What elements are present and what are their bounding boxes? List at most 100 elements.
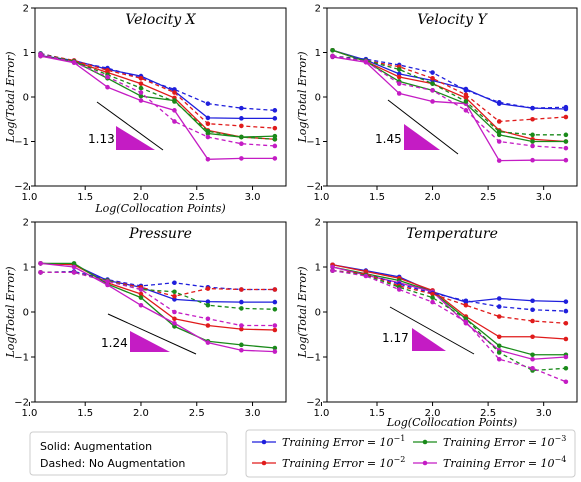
slope-label: 1.17	[382, 331, 409, 345]
legend-swatch-marker	[422, 439, 428, 445]
data-point	[496, 356, 502, 362]
legend-exponent: −3	[555, 434, 567, 443]
x-tick-label: 1.5	[77, 408, 93, 419]
y-tick-label: 0	[315, 93, 321, 104]
data-point	[563, 114, 569, 120]
data-point	[272, 125, 278, 131]
data-point	[272, 349, 278, 354]
data-point	[563, 104, 569, 110]
series-line-blue-solid	[332, 49, 566, 110]
x-axis-label: Log(Collocation Points)	[94, 202, 225, 215]
data-point	[496, 158, 502, 163]
series-line-red-dashed	[40, 53, 275, 129]
data-point	[205, 115, 211, 121]
y-tick-label: −1	[306, 137, 321, 148]
data-point	[330, 264, 335, 270]
slope-reference-line	[387, 99, 459, 155]
series-line-red-solid	[40, 262, 275, 331]
data-point	[239, 287, 244, 292]
plot-frame	[326, 7, 578, 187]
legend-swatch-marker	[261, 460, 267, 466]
data-point	[105, 282, 110, 288]
plot-frame	[34, 7, 287, 187]
data-point	[430, 99, 435, 104]
y-tick-label: 2	[23, 4, 29, 15]
panel-velocity-y: Velocity Y Log(Total Error) 1.45 1.0 1.5 2…	[296, 4, 578, 203]
series-line-blue-dashed	[332, 269, 566, 312]
x-tick-label: 1.0	[313, 408, 329, 419]
data-point	[172, 293, 177, 299]
series-line-magenta-solid	[40, 55, 275, 160]
y-tick-label: 0	[23, 93, 29, 104]
data-point	[563, 157, 569, 163]
legend-exponent: −4	[555, 455, 567, 464]
data-point	[138, 295, 144, 300]
data-point	[205, 101, 211, 106]
y-axis-label: Log(Total Error)	[296, 51, 309, 143]
slope-label: 1.45	[375, 132, 402, 146]
y-tick-label: 0	[23, 308, 29, 319]
data-point	[496, 314, 502, 319]
data-point	[463, 92, 469, 98]
data-point	[172, 90, 177, 95]
legend-label: Training Error = 10−3	[443, 434, 566, 449]
data-point	[430, 81, 435, 86]
legend-swatch-marker	[261, 439, 267, 445]
data-point	[496, 343, 502, 349]
data-point	[138, 90, 144, 95]
x-tick-label: 1.5	[369, 408, 385, 419]
y-tick-label: −2	[14, 182, 29, 193]
series-line-red-dashed	[40, 271, 275, 297]
data-point	[530, 318, 535, 324]
data-point	[272, 307, 278, 312]
x-tick-label: 3.0	[536, 192, 552, 203]
data-point	[530, 116, 535, 122]
data-point	[396, 287, 402, 292]
data-point	[563, 365, 569, 371]
data-point	[272, 108, 278, 113]
x-tick-label: 3.0	[245, 408, 261, 419]
data-point	[172, 297, 177, 302]
data-point	[430, 88, 435, 93]
data-point	[330, 268, 335, 273]
data-point	[463, 298, 469, 304]
data-point	[239, 342, 244, 348]
data-point	[530, 307, 535, 313]
data-point	[138, 287, 144, 292]
y-tick-label: 2	[315, 4, 321, 15]
legend-exponent: −2	[394, 455, 406, 464]
x-tick-label: 2.5	[480, 192, 496, 203]
chart-title: Pressure	[128, 226, 192, 242]
series-line-green-solid	[40, 262, 275, 349]
series-line-blue-dashed	[332, 55, 566, 109]
series-line-red-dashed	[332, 269, 566, 324]
legend-label-text: Training Error = 10	[443, 457, 555, 470]
x-tick-label: 2.5	[480, 408, 496, 419]
x-tick-label: 1.5	[77, 192, 93, 203]
series-line-magenta-solid	[40, 262, 275, 353]
slope-triangle	[412, 328, 446, 351]
data-point	[563, 354, 569, 360]
y-tick-label: −2	[306, 398, 321, 409]
data-point	[563, 320, 569, 326]
data-point	[38, 261, 43, 266]
data-point	[272, 287, 278, 292]
data-point	[205, 286, 211, 291]
data-point	[105, 74, 110, 80]
x-tick-label: 2.0	[133, 408, 149, 419]
legend-swatch-marker	[422, 460, 428, 466]
data-point	[563, 132, 569, 138]
slope-reference-line	[107, 313, 197, 355]
legend-label-text: Training Error = 10	[282, 436, 394, 449]
data-point	[430, 291, 435, 297]
series-line-magenta-dashed	[332, 55, 566, 149]
data-point	[563, 308, 569, 314]
legend: Training Error = 10−1 Training Error = 10…	[245, 429, 576, 478]
data-point	[496, 139, 502, 144]
y-tick-label: 1	[23, 263, 29, 274]
data-point	[239, 116, 244, 121]
data-point	[172, 280, 177, 286]
data-point	[138, 291, 144, 297]
x-tick-label: 2.5	[189, 192, 205, 203]
plot-frame	[326, 221, 578, 403]
